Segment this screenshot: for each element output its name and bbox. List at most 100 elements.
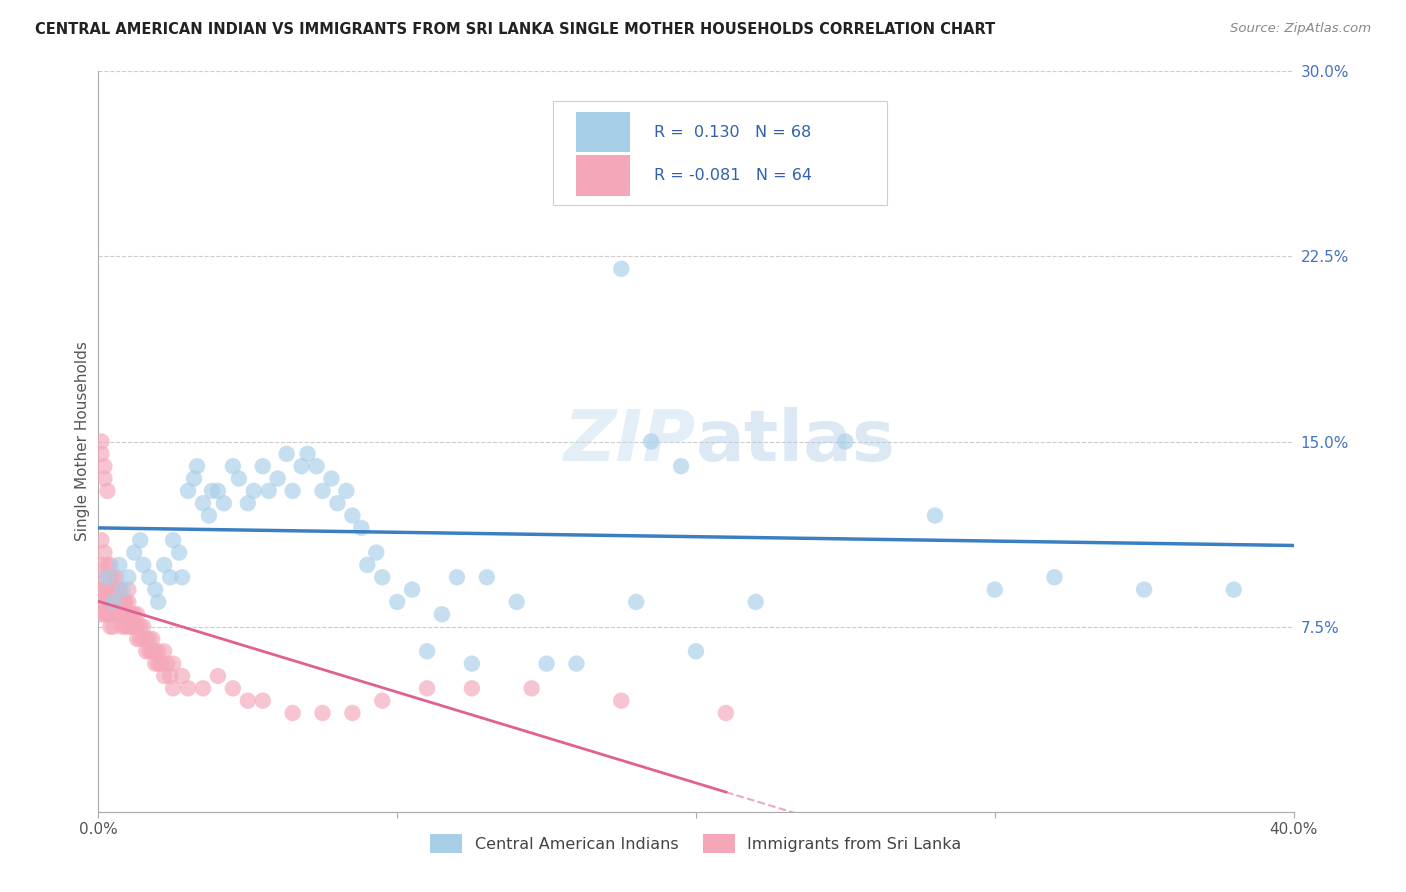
Point — [114, 619, 136, 633]
Point — [135, 632, 157, 646]
Point — [191, 681, 214, 696]
Point — [117, 607, 139, 622]
Point — [669, 459, 692, 474]
Point — [143, 644, 166, 658]
Point — [714, 706, 737, 720]
Point — [335, 483, 357, 498]
Point — [132, 632, 155, 646]
Point — [105, 595, 128, 609]
Point — [198, 508, 221, 523]
Text: atlas: atlas — [696, 407, 896, 476]
Point — [212, 496, 235, 510]
Point — [93, 595, 115, 609]
Point — [120, 607, 142, 622]
Point — [103, 619, 125, 633]
Point — [222, 459, 245, 474]
FancyBboxPatch shape — [553, 101, 887, 204]
Point — [371, 570, 394, 584]
Point — [276, 447, 298, 461]
Point — [326, 496, 349, 510]
Point — [108, 607, 131, 622]
Point — [117, 582, 139, 597]
Point — [177, 483, 200, 498]
Point — [371, 694, 394, 708]
Point — [103, 582, 125, 597]
Point — [117, 595, 139, 609]
Point — [103, 582, 125, 597]
Point — [96, 595, 118, 609]
Point — [243, 483, 266, 498]
Point — [96, 570, 118, 584]
Point — [162, 657, 184, 671]
Point — [108, 582, 131, 597]
Point — [150, 657, 173, 671]
Point — [143, 657, 166, 671]
Point — [96, 607, 118, 622]
FancyBboxPatch shape — [576, 155, 630, 196]
Point — [111, 619, 134, 633]
Point — [138, 644, 160, 658]
Point — [124, 619, 146, 633]
Point — [105, 607, 128, 622]
Point — [103, 570, 125, 584]
Point — [120, 619, 142, 633]
Point — [90, 595, 112, 609]
Y-axis label: Single Mother Households: Single Mother Households — [75, 342, 90, 541]
Point — [281, 483, 304, 498]
Point — [153, 558, 176, 572]
Point — [207, 483, 229, 498]
Point — [356, 558, 378, 572]
Point — [108, 595, 131, 609]
Point — [127, 619, 149, 633]
Point — [565, 657, 588, 671]
Point — [138, 570, 160, 584]
Point — [90, 558, 112, 572]
Point — [98, 570, 122, 584]
Point — [610, 694, 633, 708]
Point — [98, 607, 122, 622]
Point — [98, 619, 122, 633]
Point — [90, 434, 112, 449]
Point — [183, 471, 205, 485]
Point — [114, 595, 136, 609]
Point — [172, 570, 194, 584]
Point — [167, 546, 190, 560]
Point — [148, 595, 170, 609]
Point — [96, 558, 118, 572]
Point — [342, 508, 364, 523]
Point — [98, 558, 122, 572]
Point — [1223, 582, 1246, 597]
Text: ZIP: ZIP — [564, 407, 696, 476]
Point — [281, 706, 304, 720]
Text: R =  0.130   N = 68: R = 0.130 N = 68 — [654, 125, 811, 139]
Point — [111, 607, 134, 622]
Point — [148, 657, 170, 671]
Point — [267, 471, 290, 485]
Point — [257, 483, 280, 498]
Point — [461, 681, 484, 696]
Point — [834, 434, 856, 449]
Point — [93, 471, 115, 485]
Point — [105, 582, 128, 597]
Point — [640, 434, 662, 449]
Point — [129, 619, 152, 633]
Point — [124, 607, 146, 622]
Point — [1043, 570, 1066, 584]
Point — [96, 483, 118, 498]
Point — [124, 546, 146, 560]
Point — [93, 582, 115, 597]
Point — [191, 496, 214, 510]
Point — [108, 558, 131, 572]
Text: R = -0.081   N = 64: R = -0.081 N = 64 — [654, 168, 813, 183]
Point — [321, 471, 343, 485]
Point — [93, 570, 115, 584]
Point — [108, 582, 131, 597]
Point — [162, 533, 184, 548]
Point — [132, 558, 155, 572]
Point — [117, 619, 139, 633]
Point — [98, 582, 122, 597]
Point — [297, 447, 319, 461]
Point — [90, 533, 112, 548]
Point — [135, 644, 157, 658]
Legend: Central American Indians, Immigrants from Sri Lanka: Central American Indians, Immigrants fro… — [425, 828, 967, 859]
